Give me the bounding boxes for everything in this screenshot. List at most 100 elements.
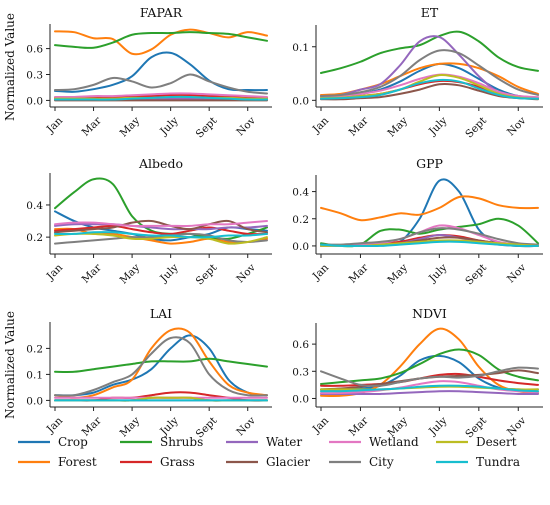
x-tick-label: Nov <box>234 415 258 439</box>
series-line-forest <box>54 327 268 399</box>
legend-label: Crop <box>58 435 88 449</box>
y-axis-label: Normalized Value <box>3 13 17 121</box>
panel-fapar: FAPAR Normalized Value 0.0 0.3 0.6 Jan Mar May J… <box>3 5 272 140</box>
x-tick-label: July <box>426 115 450 139</box>
legend-label: Forest <box>58 455 97 469</box>
x-tick-label: Mar <box>80 114 105 139</box>
series-line-crop <box>54 51 268 93</box>
y-tick-label: 0.3 <box>26 70 43 82</box>
legend-label: Shrubs <box>160 435 203 449</box>
panel-title-fapar: FAPAR <box>140 5 183 20</box>
series-line-desert <box>54 232 268 245</box>
y-tick-label: 0.3 <box>292 366 309 378</box>
series-line-wetland <box>54 220 268 227</box>
x-tick-label: Sept <box>463 261 489 287</box>
series-line-crop <box>54 334 268 397</box>
series-line-tundra <box>320 240 539 248</box>
series-line-shrubs <box>54 357 268 373</box>
x-tick-label: Jan <box>310 415 332 437</box>
series-line-forest <box>320 195 539 222</box>
series-line-forest <box>320 62 539 96</box>
series-line-tundra <box>54 231 268 239</box>
panel-title-albedo: Albedo <box>138 156 183 171</box>
y-tick-label: 0.1 <box>292 42 309 54</box>
x-tick-label: Nov <box>234 115 258 139</box>
series-line-water <box>54 223 268 231</box>
legend-item-crop: Crop <box>18 435 88 449</box>
y-tick-label: 0.2 <box>26 232 43 244</box>
x-tick-label: Nov <box>505 115 529 139</box>
x-tick-label: July <box>426 262 450 286</box>
series-line-tundra <box>320 384 539 393</box>
legend-item-wetland: Wetland <box>329 435 419 449</box>
y-tick-label: 0.6 <box>292 339 309 351</box>
series-line-grass <box>54 224 268 236</box>
series-line-shrubs <box>54 31 268 49</box>
x-tick-label: July <box>426 415 450 439</box>
x-tick-label: Mar <box>80 261 105 286</box>
series-line-wetland <box>320 73 539 99</box>
panel-albedo: Albedo 0.2 0.4 Jan Mar May July Sept Nov <box>26 156 272 287</box>
panel-et: ET 0.0 0.1 Jan Mar May July Sept Nov <box>292 5 543 140</box>
y-tick-label: 0.4 <box>292 187 309 199</box>
panel-title-ndvi: NDVI <box>412 306 447 321</box>
x-tick-label: Jan <box>310 262 332 284</box>
panel-title-gpp: GPP <box>416 156 443 171</box>
x-tick-label: May <box>385 115 410 140</box>
x-tick-label: Jan <box>44 115 66 137</box>
y-tick-label: 0.0 <box>26 395 43 407</box>
series-line-city <box>320 49 539 98</box>
x-tick-label: Mar <box>347 261 372 286</box>
x-tick-label: May <box>118 262 143 287</box>
y-tick-label: 0.0 <box>26 95 43 107</box>
y-tick-label: 0.4 <box>26 200 43 212</box>
x-tick-label: Jan <box>44 415 66 437</box>
series-line-city <box>320 366 539 388</box>
legend-label: Water <box>266 435 302 449</box>
series-line-city <box>320 227 539 246</box>
legend-item-city: City <box>329 455 394 469</box>
panel-title-et: ET <box>421 5 439 20</box>
y-tick-label: 0.2 <box>292 214 309 226</box>
legend-item-water: Water <box>226 435 302 449</box>
x-tick-label: July <box>157 262 181 286</box>
panels: FAPAR Normalized Value 0.0 0.3 0.6 Jan Mar May J… <box>3 5 543 440</box>
x-tick-label: May <box>385 262 410 287</box>
legend-item-forest: Forest <box>18 455 97 469</box>
series-line-tundra <box>320 78 539 100</box>
series-line-glacier <box>54 219 268 234</box>
y-axis-label: Normalized Value <box>3 311 17 419</box>
y-tick-label: 0.0 <box>292 95 309 107</box>
y-tick-label: 0.2 <box>26 343 43 355</box>
x-tick-label: Mar <box>347 414 372 439</box>
x-tick-label: Jan <box>310 115 332 137</box>
series-line-water <box>320 390 539 396</box>
y-tick-label: 0.0 <box>292 393 309 405</box>
legend-item-desert: Desert <box>436 435 517 449</box>
y-tick-label: 0.0 <box>292 241 309 253</box>
legend-item-shrubs: Shrubs <box>120 435 203 449</box>
series-line-city <box>54 336 268 397</box>
x-tick-label: May <box>118 115 143 140</box>
legend-label: Desert <box>476 435 517 449</box>
series-line-tundra <box>54 95 268 101</box>
legend-item-glacier: Glacier <box>226 455 310 469</box>
x-tick-label: Sept <box>463 114 489 140</box>
legend-label: Grass <box>160 455 195 469</box>
legend: Crop Shrubs Water Wetland Desert Forest Grass G… <box>18 435 520 469</box>
x-tick-label: Sept <box>194 114 220 140</box>
x-tick-label: Nov <box>234 262 258 286</box>
x-tick-label: July <box>157 115 181 139</box>
x-tick-label: Mar <box>347 114 372 139</box>
series-line-wetland <box>54 92 268 99</box>
legend-label: City <box>369 455 394 469</box>
x-tick-label: Nov <box>505 262 529 286</box>
y-tick-label: 0.1 <box>26 369 43 381</box>
series-line-shrubs <box>320 348 539 385</box>
series-line-wetland <box>320 224 539 248</box>
series-line-city <box>54 73 268 95</box>
x-tick-label: May <box>118 415 143 440</box>
